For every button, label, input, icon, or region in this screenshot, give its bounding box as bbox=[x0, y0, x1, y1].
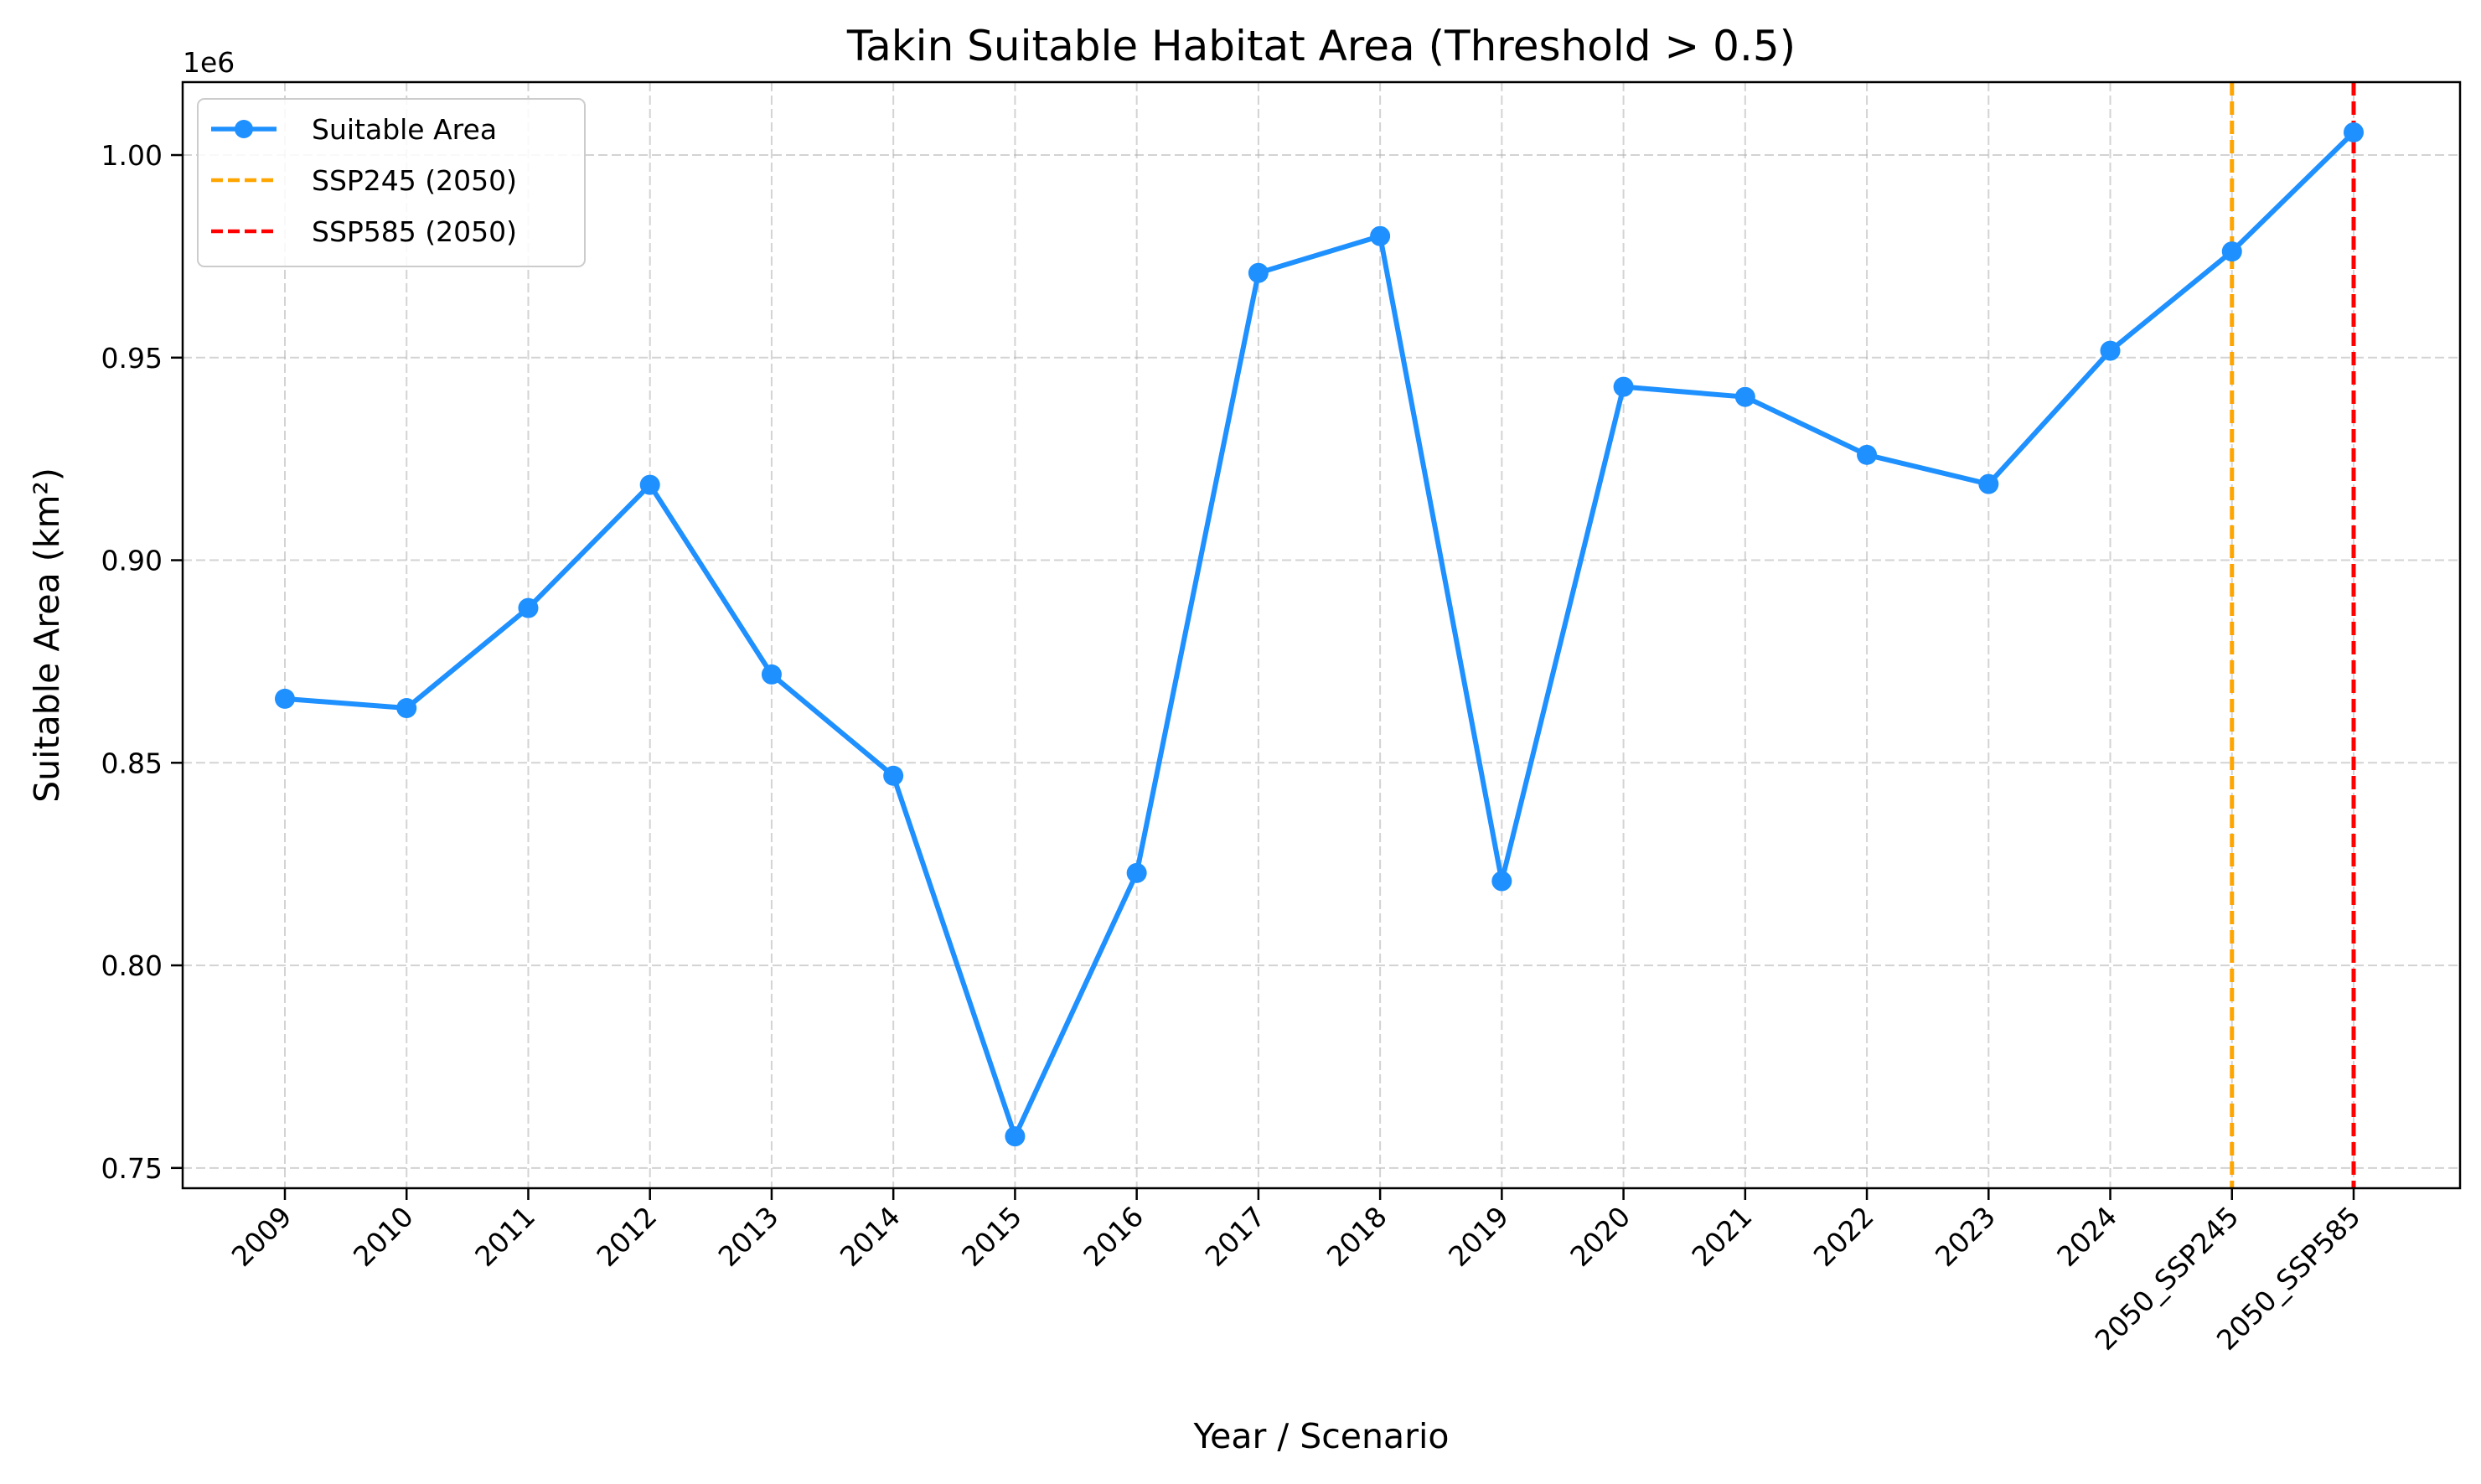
legend: Suitable Area SSP245 (2050) SSP585 (2050… bbox=[197, 98, 586, 267]
plot-frame bbox=[181, 80, 2462, 1190]
data-point bbox=[1005, 1126, 1026, 1147]
legend-label-suitable-area: Suitable Area bbox=[312, 113, 497, 146]
legend-item-ssp585: SSP585 (2050) bbox=[211, 215, 517, 248]
data-point bbox=[639, 474, 660, 495]
data-point bbox=[275, 688, 295, 709]
y-tick-label: 0.85 bbox=[101, 747, 163, 779]
legend-label-ssp245: SSP245 (2050) bbox=[312, 164, 517, 197]
x-axis-label: Year / Scenario bbox=[1193, 1416, 1450, 1456]
data-point bbox=[518, 597, 539, 618]
y-tick-label: 0.75 bbox=[101, 1152, 163, 1185]
series-suitable-area bbox=[275, 122, 2364, 1147]
data-point bbox=[883, 765, 904, 786]
series-line bbox=[284, 130, 2356, 1140]
data-point bbox=[1734, 386, 1755, 407]
legend-label-ssp585: SSP585 (2050) bbox=[312, 215, 517, 248]
data-point bbox=[1857, 444, 1878, 465]
y-tick-label: 0.80 bbox=[101, 949, 163, 982]
data-point bbox=[396, 698, 417, 719]
data-point bbox=[2344, 122, 2364, 142]
legend-marker-suitable-area bbox=[235, 120, 253, 138]
data-point bbox=[2100, 340, 2121, 361]
data-point bbox=[1126, 862, 1147, 883]
y-axis-ticks: 0.75 0.80 0.85 0.90 0.95 1.00 bbox=[101, 139, 183, 1185]
data-point bbox=[761, 664, 782, 685]
y-offset-text: 1e6 bbox=[183, 46, 235, 79]
legend-item-suitable-area: Suitable Area bbox=[211, 113, 497, 146]
data-point bbox=[1248, 262, 1269, 283]
data-point bbox=[1370, 225, 1391, 246]
legend-item-ssp245: SSP245 (2050) bbox=[211, 164, 517, 197]
data-point bbox=[1491, 871, 1512, 892]
y-axis-label: Suitable Area (km²) bbox=[27, 468, 67, 803]
chart-title: Takin Suitable Habitat Area (Threshold >… bbox=[846, 22, 1796, 70]
data-point bbox=[1978, 473, 1999, 494]
y-tick-label: 1.00 bbox=[101, 139, 163, 172]
y-tick-label: 0.95 bbox=[101, 342, 163, 375]
legend-box bbox=[197, 98, 586, 267]
data-point bbox=[2221, 241, 2242, 262]
data-point bbox=[1613, 376, 1634, 397]
scenario-lines bbox=[2230, 82, 2356, 1188]
y-tick-label: 0.90 bbox=[101, 545, 163, 577]
